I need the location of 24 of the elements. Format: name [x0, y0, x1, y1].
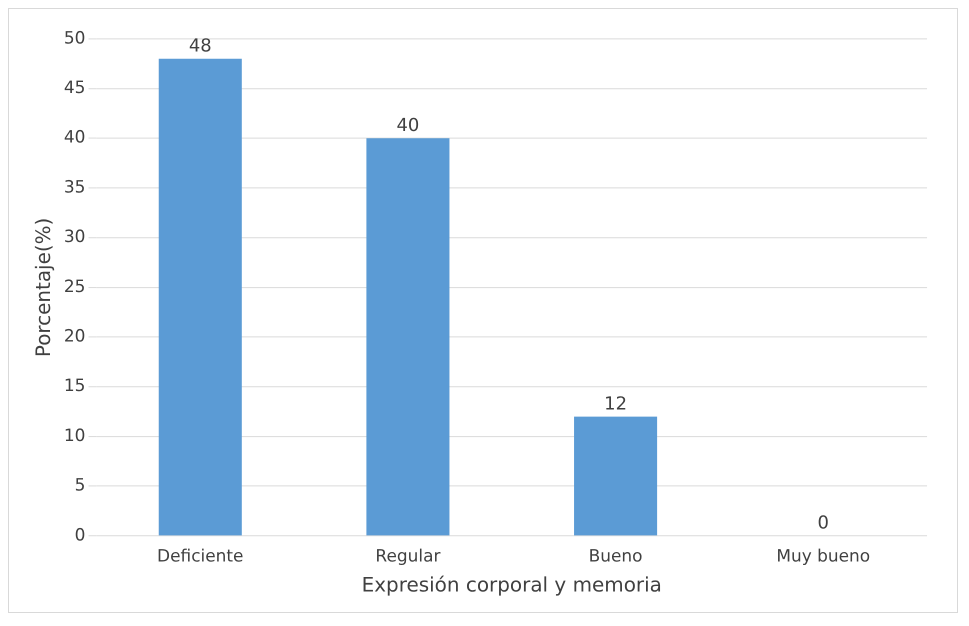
bar: [158, 58, 242, 536]
x-axis-title: Expresión corporal y memoria: [362, 572, 662, 596]
y-tick-label: 20: [64, 325, 86, 346]
y-tick-label: 45: [64, 77, 86, 97]
data-label: 0: [818, 512, 829, 534]
y-tick-label: 25: [64, 276, 86, 296]
y-tick-label: 0: [74, 524, 86, 544]
x-tick-label: Deficiente: [157, 545, 244, 566]
x-tick-label: Bueno: [588, 545, 643, 566]
y-tick-label: 35: [64, 176, 86, 196]
bar: [366, 138, 450, 536]
y-axis-title: Porcentaje(%): [31, 218, 56, 358]
x-tick-label: Muy bueno: [776, 545, 870, 566]
data-label: 48: [188, 35, 212, 56]
bar: [574, 416, 658, 536]
data-label: 12: [604, 393, 628, 414]
y-tick-label: 10: [64, 424, 86, 445]
data-label: 40: [396, 114, 420, 136]
y-tick-label: 5: [74, 474, 86, 495]
y-tick-label: 40: [64, 126, 86, 147]
y-tick-label: 30: [64, 226, 86, 246]
x-tick-label: Regular: [375, 545, 440, 566]
y-tick-label: 15: [64, 375, 86, 396]
y-tick-label: 50: [64, 27, 86, 48]
